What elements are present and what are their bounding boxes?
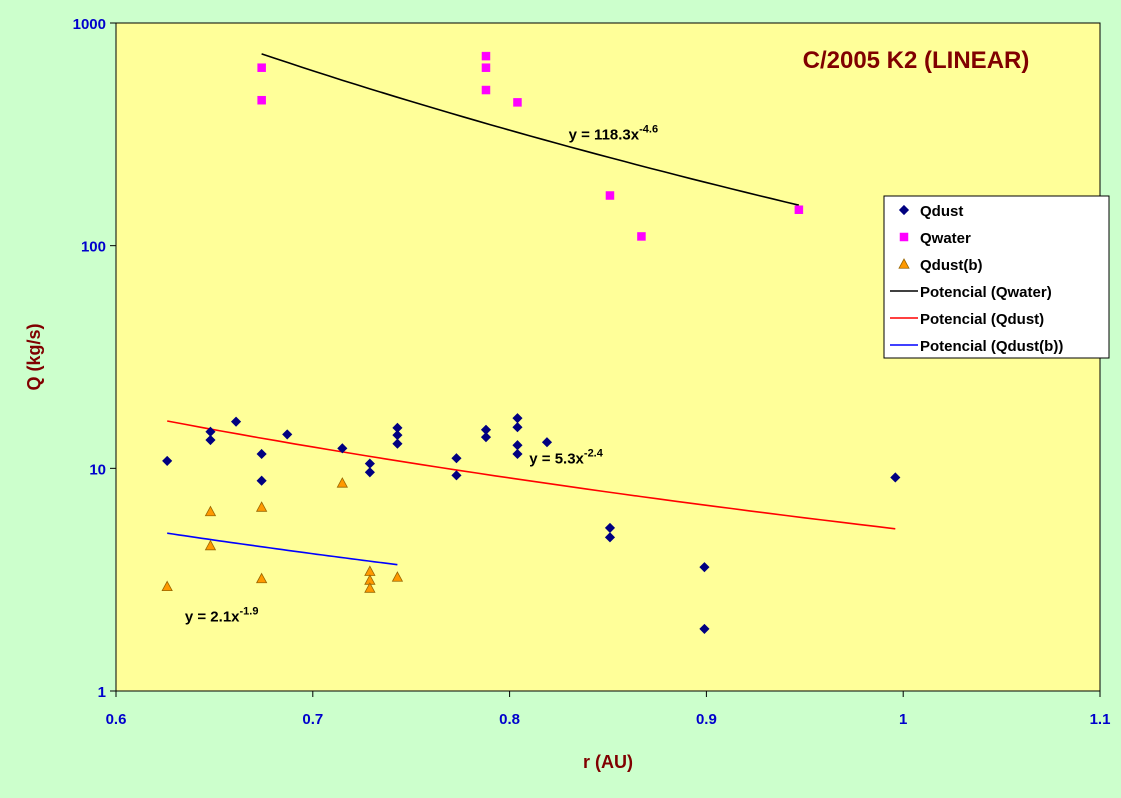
qwater-point (794, 205, 804, 214)
qdust-point (541, 437, 553, 448)
qwater-point (481, 51, 491, 61)
qdust-point (699, 623, 710, 634)
y-tick-label: 1 (98, 684, 106, 701)
qdust-b-point (204, 505, 217, 517)
qdust-point (898, 204, 910, 216)
trendline-equation: y = 2.1x-1.9 (185, 606, 259, 626)
qdust-point (282, 429, 293, 440)
qdust-b-point (898, 258, 910, 269)
y-tick-label: 1000 (73, 16, 106, 33)
qdust-b-point (204, 539, 217, 551)
qwater-point (637, 232, 646, 241)
trendlines-layer (167, 53, 896, 566)
qdust-b-point (391, 571, 404, 582)
legend-entry-label: Potencial (Qwater) (920, 284, 1052, 301)
qdust-b-point (255, 572, 268, 584)
qdust-point (604, 532, 616, 543)
x-tick-label: 0.6 (106, 711, 127, 728)
qdust-point (230, 416, 242, 427)
legend-entry-label: Qdust (920, 203, 963, 220)
x-axis-label: r (AU) (583, 752, 633, 772)
qdust-point (205, 434, 216, 446)
qdust-b-point (255, 501, 268, 512)
qwater-point (481, 63, 491, 72)
qdust-point (337, 443, 348, 454)
legend-entry-label: Qdust(b) (920, 257, 982, 274)
qwater-point (257, 63, 266, 72)
qdust-point (256, 448, 267, 460)
trendline (167, 532, 398, 566)
qwater-point (899, 232, 909, 242)
y-tick-label: 100 (81, 239, 106, 256)
qdust-point (890, 472, 901, 483)
equation-exponent: -2.4 (584, 448, 604, 460)
qdust-point (256, 475, 267, 486)
equation-exponent: -4.6 (639, 123, 658, 135)
qdust-point (162, 455, 173, 466)
qdust-point (451, 470, 462, 481)
chart-title: C/2005 K2 (LINEAR) (803, 47, 1030, 74)
y-axis-label: Q (kg/s) (24, 323, 44, 390)
legend: Qdust Qwater Qdust(b) Potencial (Qwater) Pot… (883, 195, 1110, 359)
points-layer (161, 51, 901, 634)
legend-entry-label: Potencial (Qdust) (920, 311, 1044, 328)
trendline-equation: y = 118.3x-4.6 (569, 123, 658, 143)
qdust-point (512, 422, 523, 433)
qdust-b-point (364, 582, 376, 593)
qwater-point (481, 85, 491, 95)
qwater-point (605, 191, 615, 200)
trendline (261, 53, 800, 206)
equation-base: y = 2.1x (185, 609, 240, 626)
trendline-equation: y = 5.3x-2.4 (529, 448, 603, 468)
qdust-point (392, 438, 403, 449)
qdust-point (512, 448, 523, 460)
qdust-point (364, 467, 375, 478)
qdust-point (699, 562, 710, 573)
y-tick-label: 10 (89, 461, 106, 478)
qdust-point (480, 432, 492, 443)
qdust-point (451, 453, 462, 464)
trendline (167, 420, 896, 530)
axes-layer: 0.6 0.7 0.8 0.9 1 1.1 1 10 100 1000 (73, 16, 1111, 728)
qdust-b-point (336, 477, 348, 488)
x-tick-label: 1.1 (1090, 711, 1111, 728)
x-tick-label: 0.9 (696, 711, 717, 728)
x-tick-label: 0.7 (302, 711, 323, 728)
annotations-layer: y = 118.3x-4.6 y = 5.3x-2.4 y = 2.1x-1.9 (185, 123, 658, 625)
equation-base: y = 5.3x (529, 451, 584, 468)
legend-entry-label: Qwater (920, 230, 971, 247)
qdust-b-point (161, 580, 173, 592)
x-tick-label: 0.8 (499, 711, 520, 728)
x-tick-label: 1 (899, 711, 907, 728)
equation-base: y = 118.3x (569, 126, 640, 143)
legend-box (883, 195, 1110, 359)
qwater-point (513, 98, 522, 107)
qwater-point (257, 95, 266, 105)
legend-entry-label: Potencial (Qdust(b)) (920, 338, 1063, 355)
equation-exponent: -1.9 (240, 606, 259, 618)
